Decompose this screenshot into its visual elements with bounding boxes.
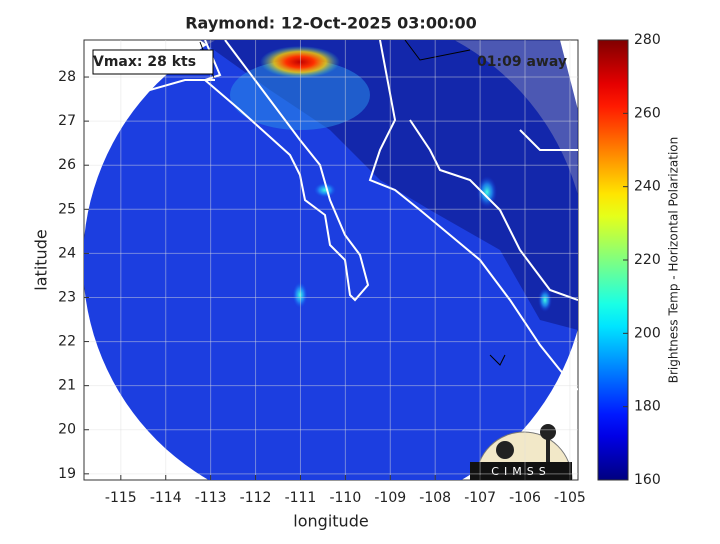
y-tick-label: 28 (58, 69, 76, 85)
x-tick-label: -108 (419, 490, 451, 506)
x-tick-label: -106 (509, 490, 541, 506)
satellite-image: CIMSS (84, 40, 578, 480)
colorbar-tick-label: 160 (634, 472, 661, 488)
y-tick-label: 25 (58, 201, 76, 217)
x-tick-label: -109 (374, 490, 406, 506)
x-tick-label: -114 (150, 490, 182, 506)
y-tick-label: 27 (58, 113, 76, 129)
x-tick-label: -115 (105, 490, 137, 506)
x-tick-label: -111 (285, 490, 317, 506)
y-tick-label: 23 (58, 289, 76, 305)
x-axis-label: longitude (293, 512, 368, 531)
y-tick-label: 19 (58, 466, 76, 482)
annotation: Vmax: 28 kts (93, 54, 196, 70)
colorbar-tick-label: 240 (634, 179, 661, 195)
annotation: 01:09 away (477, 54, 567, 70)
logo-text: CIMSS (491, 465, 550, 478)
y-tick-label: 22 (58, 334, 76, 350)
x-tick-label: -113 (195, 490, 227, 506)
annotation-box (92, 49, 214, 75)
x-tick-label: -110 (329, 490, 361, 506)
colorbar-tick-label: 200 (634, 325, 661, 341)
colorbar-tick-label: 260 (634, 105, 661, 121)
y-tick-label: 21 (58, 378, 76, 394)
y-axis-label: latitude (32, 229, 51, 290)
chart-title: Raymond: 12-Oct-2025 03:00:00 (185, 14, 477, 33)
logo: CIMSS (470, 424, 573, 480)
y-tick-label: 26 (58, 157, 76, 173)
x-tick-label: -107 (464, 490, 496, 506)
colorbar-tick-label: 220 (634, 252, 661, 268)
y-tick-label: 20 (58, 422, 76, 438)
y-tick-label: 24 (58, 245, 76, 261)
x-tick-label: -112 (240, 490, 272, 506)
colorbar-label: Brightness Temp - Horizontal Polarizatio… (667, 137, 681, 384)
x-tick-label: -105 (554, 490, 586, 506)
colorbar-tick-label: 280 (634, 32, 661, 48)
colorbar-tick-label: 180 (634, 399, 661, 415)
